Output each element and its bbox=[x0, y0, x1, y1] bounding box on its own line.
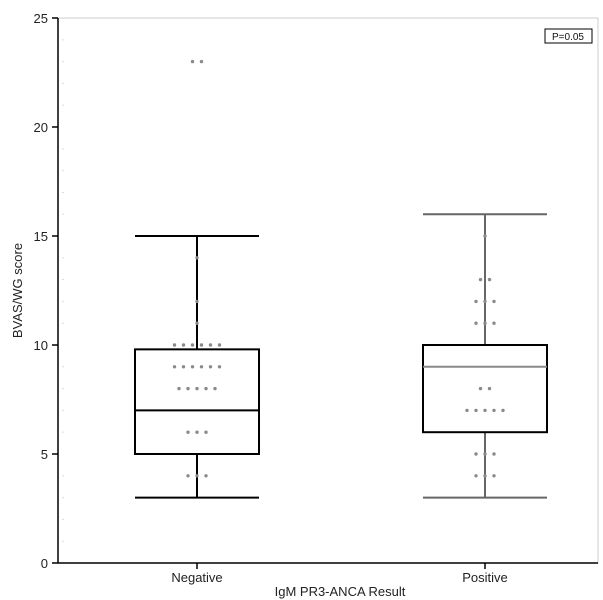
data-point bbox=[483, 299, 487, 304]
x-tick-label: Positive bbox=[462, 570, 508, 585]
data-point bbox=[478, 386, 483, 391]
data-point bbox=[474, 299, 478, 304]
y-tick-label: 5 bbox=[41, 447, 48, 462]
y-tick-label: 0 bbox=[41, 556, 48, 571]
plot-frame bbox=[57, 17, 599, 564]
data-point bbox=[487, 277, 492, 282]
data-point bbox=[492, 299, 496, 304]
data-point bbox=[186, 474, 190, 478]
data-point bbox=[186, 386, 190, 391]
data-point bbox=[181, 365, 186, 369]
data-point bbox=[177, 386, 181, 391]
y-tick-label: 20 bbox=[34, 120, 48, 135]
iqr-box bbox=[422, 344, 548, 434]
data-point bbox=[483, 408, 487, 413]
data-point bbox=[181, 343, 186, 347]
x-tick-label: Negative bbox=[171, 570, 222, 585]
data-point bbox=[501, 408, 505, 413]
data-point bbox=[186, 430, 190, 434]
points-negative bbox=[172, 59, 222, 478]
y-axis: 0 5 10 15 20 25 bbox=[34, 11, 58, 571]
p-value-box bbox=[544, 28, 593, 44]
data-point bbox=[213, 386, 217, 391]
data-point bbox=[195, 386, 199, 391]
data-point bbox=[217, 365, 222, 369]
points-layer bbox=[172, 59, 505, 478]
data-point bbox=[474, 452, 478, 456]
plot-border bbox=[57, 17, 599, 564]
data-point bbox=[204, 474, 208, 478]
data-point bbox=[483, 234, 487, 238]
data-point bbox=[492, 321, 496, 325]
data-point bbox=[487, 386, 492, 391]
data-point bbox=[199, 365, 204, 369]
data-point bbox=[172, 343, 177, 347]
box-negative bbox=[134, 235, 260, 499]
data-point bbox=[172, 365, 177, 369]
iqr-box bbox=[134, 348, 260, 455]
data-point bbox=[195, 430, 199, 434]
y-axis-title: BVAS/WG score bbox=[10, 243, 25, 338]
data-point bbox=[474, 474, 478, 478]
data-point bbox=[195, 299, 199, 304]
data-point bbox=[492, 474, 496, 478]
data-point bbox=[465, 408, 469, 413]
data-point bbox=[190, 59, 195, 64]
data-point bbox=[195, 321, 199, 325]
data-point bbox=[190, 343, 195, 347]
x-axis: Negative Positive bbox=[171, 563, 508, 585]
p-value-annotation: P=0.05 bbox=[544, 28, 593, 44]
y-tick-label: 15 bbox=[34, 229, 48, 244]
data-point bbox=[195, 474, 199, 478]
data-point bbox=[483, 452, 487, 456]
data-point bbox=[190, 365, 195, 369]
y-tick-label: 10 bbox=[34, 338, 48, 353]
data-point bbox=[492, 452, 496, 456]
y-tick-label: 25 bbox=[34, 11, 48, 26]
data-point bbox=[199, 343, 204, 347]
data-point bbox=[208, 343, 213, 347]
data-point bbox=[478, 277, 483, 282]
data-point bbox=[199, 59, 204, 64]
x-axis-title: IgM PR3-ANCA Result bbox=[275, 584, 406, 599]
data-point bbox=[204, 386, 208, 391]
data-point bbox=[483, 474, 487, 478]
p-value-label: P=0.05 bbox=[552, 32, 584, 43]
data-point bbox=[483, 321, 487, 325]
data-point bbox=[195, 256, 199, 260]
data-point bbox=[474, 321, 478, 325]
data-point bbox=[492, 408, 496, 413]
points-positive bbox=[465, 234, 505, 478]
data-point bbox=[217, 343, 222, 347]
data-point bbox=[204, 430, 208, 434]
data-point bbox=[474, 408, 478, 413]
data-point bbox=[208, 365, 213, 369]
